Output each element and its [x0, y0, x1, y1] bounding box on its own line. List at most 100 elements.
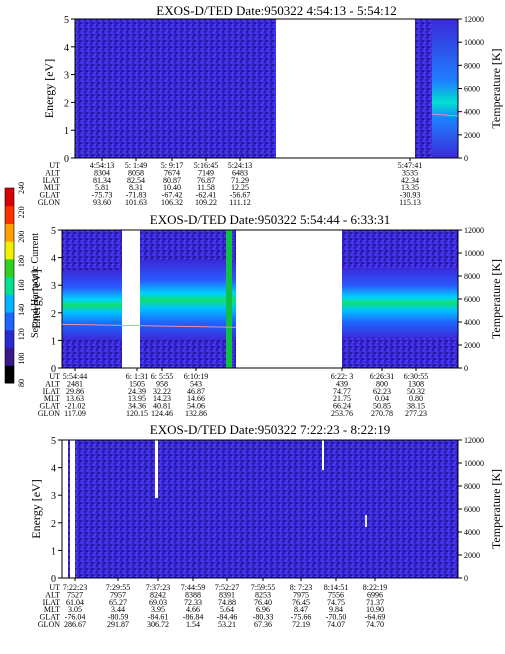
panel-3-ephem-value: 286.67	[64, 620, 86, 629]
panel-1-temperature-line	[431, 113, 459, 117]
panel-3-ephem-value: 8.47	[294, 605, 308, 614]
panel-1-ephem-value: 5:16:45	[194, 161, 218, 170]
panel-3-y2tick-label: 4000	[464, 528, 480, 537]
panel-2-ephem-value: 958	[156, 379, 168, 388]
panel-2-y2tick-label: 4000	[464, 318, 480, 327]
panel-1-ephem-value: 13.35	[401, 183, 419, 192]
panel-2-ephem-label: ILAT	[43, 387, 60, 396]
panel-3-ephem-label: ILAT	[43, 598, 60, 607]
panel-1-ephem-value: 71.29	[231, 176, 249, 185]
panel-1-y2tick-label: 4000	[464, 108, 480, 117]
panel-3-ephem-label: GLAT	[40, 613, 61, 622]
panel-1-ytick-label: 1	[64, 126, 69, 137]
panel-3-ephem-value: 5.64	[220, 605, 234, 614]
colorbar-segment	[5, 329, 14, 349]
panel-1-ephem-value: 81.34	[93, 176, 111, 185]
panel-1-y2tick-label: 0	[464, 154, 468, 163]
colorbar-segment	[5, 312, 14, 331]
panel-3-ephem-value: 72.19	[292, 620, 310, 629]
panel-2-ephem-value: 34.36	[128, 402, 146, 411]
panel-3-ephem-value: 71.37	[366, 598, 384, 607]
panel-2-ephem-value: 50.85	[373, 402, 391, 411]
panel-1-y2tick-label: 12000	[464, 15, 484, 24]
panel-1-ephem-value: 42.34	[401, 176, 419, 185]
panel-3-ephem-value: 7527	[67, 590, 83, 599]
panel-3-y2tick-label: 6000	[464, 505, 480, 514]
panel-1-ephem-label: GLAT	[40, 191, 61, 200]
panel-2-heatmap-band	[342, 268, 458, 338]
panel-1-ephem-value: 80.87	[163, 176, 181, 185]
panel-3-ephem-value: 8253	[255, 590, 271, 599]
panel-1-ephem-value: 3535	[402, 168, 418, 177]
panel-3-ephem-value: 74.07	[327, 620, 345, 629]
panel-3-ephem-value: 69.03	[149, 598, 167, 607]
panel-2-y2tick-label: 2000	[464, 341, 480, 350]
panel-3-ephem-value: 53.21	[218, 620, 236, 629]
panel-3-y2tick-label: 10000	[464, 459, 484, 468]
panel-2-y2tick-label: 0	[464, 364, 468, 373]
panel-3-y2tick-label: 0	[464, 574, 468, 583]
panel-2-ephem-value: 24.39	[128, 387, 146, 396]
panel-1-ephem-value: 5: 1:49	[125, 161, 147, 170]
panel-1-y2tick-label: 6000	[464, 85, 480, 94]
colorbar-tick-label: 120	[17, 328, 26, 340]
panel-2-ephem-value: 14.66	[187, 394, 205, 403]
panel-3-ylabel: Energy [eV]	[29, 479, 43, 538]
panel-1-ephem-value: 115.13	[399, 198, 421, 207]
panel-2-heatmap-band	[226, 230, 232, 368]
panel-3-ephem-value: -76.04	[65, 613, 86, 622]
panel-2-ytick-label: 5	[51, 226, 56, 237]
panel-3-ephem-value: 8391	[219, 590, 235, 599]
panel-1-ephem-value: 11.58	[197, 183, 215, 192]
panel-1-ephem-value: 4:54:13	[90, 161, 114, 170]
panel-3-ephem-value: 76.40	[254, 598, 272, 607]
colorbar-tick-label: 240	[17, 182, 26, 194]
panel-3-ephem-value: 291.87	[107, 620, 129, 629]
colorbar-frame	[4, 187, 15, 384]
colorbar-segment	[5, 223, 14, 242]
panel-3-ephem-value: -64.69	[365, 613, 386, 622]
panel-3-ytick-label: 0	[51, 574, 56, 585]
panel-3-ephem-value: 8388	[185, 590, 201, 599]
panel-2-heatmap-band	[62, 270, 122, 340]
panel-2-ephem-value: 277.23	[405, 409, 427, 418]
panel-2-ephem-value: 439	[336, 379, 348, 388]
panel-1-ephem-label: ILAT	[43, 176, 60, 185]
panel-2-data-gap	[122, 230, 140, 368]
colorbar-segment	[5, 205, 14, 224]
panel-3-ephem-value: 74.70	[366, 620, 384, 629]
panel-3-ytick-label: 4	[51, 464, 56, 475]
panel-1-ephem-value: 82.54	[127, 176, 145, 185]
panel-1-ephem-label: ALT	[45, 168, 60, 177]
panel-1-ephem-value: 8058	[128, 168, 144, 177]
panel-2-ephem-value: 32.22	[153, 387, 171, 396]
panel-3-y2tick-label: 2000	[464, 551, 480, 560]
panel-1-ytick-label: 4	[64, 43, 69, 54]
panel-2-y2tick-label: 10000	[464, 249, 484, 258]
panel-2-ephem-value: 6: 5:55	[151, 372, 173, 381]
panel-2-ephem-value: 13.63	[66, 394, 84, 403]
panel-1-ephem-label: GLON	[38, 198, 60, 207]
panel-1-ephem-value: 109.22	[195, 198, 217, 207]
panel-2-ytick-label: 4	[51, 254, 56, 265]
panel-1-ephem-value: 93.60	[93, 198, 111, 207]
panel-3-ytick-label: 2	[51, 519, 56, 530]
panel-3-ytick-label: 3	[51, 491, 56, 502]
panel-2-y2tick-label: 8000	[464, 272, 480, 281]
panel-1-ephem-value: 5: 9:17	[161, 161, 183, 170]
colorbar-tick-label: 100	[17, 353, 26, 365]
panel-2-ephem-value: 1505	[129, 379, 145, 388]
panel-1-ytick-label: 2	[64, 98, 69, 109]
panel-2-ephem-value: 46.87	[187, 387, 205, 396]
panel-2-ephem-label: ALT	[45, 379, 60, 388]
panel-3-ephem-value: -75.66	[291, 613, 312, 622]
colorbar-segment	[5, 188, 14, 207]
panel-1-ephem-value: 5:24:13	[228, 161, 252, 170]
panel-2-ephem-label: MLT	[44, 394, 60, 403]
panel-3-ephem-value: 65.27	[109, 598, 127, 607]
panel-3-ytick-label: 1	[51, 546, 56, 557]
panel-3-ephem-value: 67.36	[254, 620, 272, 629]
panel-1-ephem-value: -71.83	[126, 191, 147, 200]
panel-2-ephem-value: 13.95	[128, 394, 146, 403]
